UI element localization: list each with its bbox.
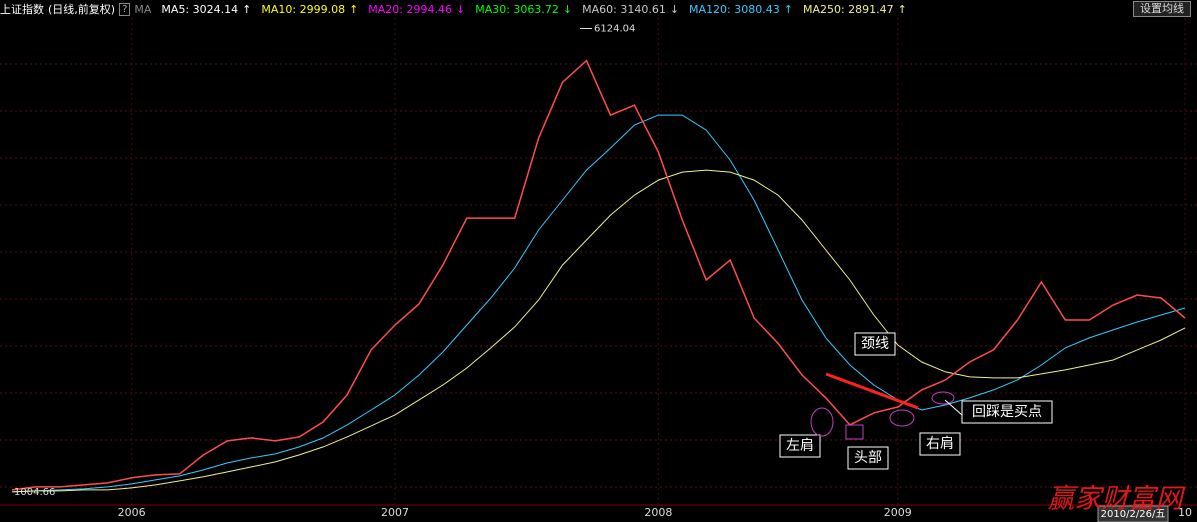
x-tick-label: 2009 (884, 506, 912, 519)
annotation-box (847, 446, 889, 470)
legend-entry: MA5: 3024.14 (161, 2, 239, 16)
chart-title: 上证指数 (0, 3, 44, 16)
pullback-pointer (944, 399, 963, 416)
legend: MA5: 3024.14 ↑ MA10: 2999.08 ↑ MA20: 2994.46… (161, 3, 916, 16)
neckline (825, 372, 919, 410)
legend-trend: ↑ (349, 2, 359, 16)
x-tick-label: 10 (1178, 506, 1192, 519)
low-label: 1004.66 (14, 487, 55, 498)
annotation: 头部 (854, 450, 882, 466)
annotation-box (919, 432, 961, 456)
annotation-box (779, 434, 821, 458)
background-grid (0, 18, 1197, 505)
watermark: 赢家财富网 (1048, 484, 1186, 515)
x-tick-label: 2007 (381, 506, 409, 519)
annotation: 左肩 (786, 438, 814, 454)
legend-trend: ↑ (897, 2, 907, 16)
header: 上证指数 (日线,前复权) ? MA MA5: 3024.14 ↑ MA10: 29… (0, 0, 1197, 18)
ma-line (11, 114, 1186, 493)
annotation: 右肩 (926, 436, 954, 452)
legend-entry: MA60: 3140.61 (582, 2, 666, 16)
high-label: 6124.04 (594, 23, 635, 34)
chart-subtitle: (日线,前复权) (48, 3, 116, 16)
legend-entry: MA30: 3063.72 (475, 2, 559, 16)
right-shoulder-mark (889, 409, 915, 427)
annotation: 颈线 (861, 336, 889, 352)
legend-entry: MA120: 3080.43 (689, 2, 780, 16)
annotation-box (854, 332, 896, 356)
legend-entry: MA10: 2999.08 (261, 2, 346, 16)
cursor-date-box (1097, 505, 1169, 522)
cursor-date: 2010/2/26/五 (1101, 509, 1166, 520)
legend-trend: ↑ (783, 2, 793, 16)
legend-trend: ↓ (455, 2, 466, 16)
ma-line (11, 169, 1186, 493)
annotation: 回踩是买点 (972, 404, 1042, 420)
x-tick-label: 2008 (644, 506, 672, 519)
head-mark (845, 424, 864, 440)
left-shoulder-mark (810, 407, 834, 437)
price-line (11, 59, 1186, 491)
x-tick-label: 2006 (118, 506, 146, 519)
settings-button[interactable]: 设置均线 (1133, 1, 1191, 17)
legend-trend: ↑ (242, 2, 252, 16)
ma-label: MA (134, 2, 152, 16)
annotation-box (961, 400, 1053, 424)
pullback-mark (931, 391, 955, 405)
legend-entry: MA250: 2891.47 (802, 2, 894, 16)
legend-trend: ↓ (669, 2, 680, 16)
legend-trend: ↓ (562, 2, 573, 16)
legend-entry: MA20: 2994.46 (368, 2, 452, 16)
help-button[interactable]: ? (119, 2, 131, 16)
